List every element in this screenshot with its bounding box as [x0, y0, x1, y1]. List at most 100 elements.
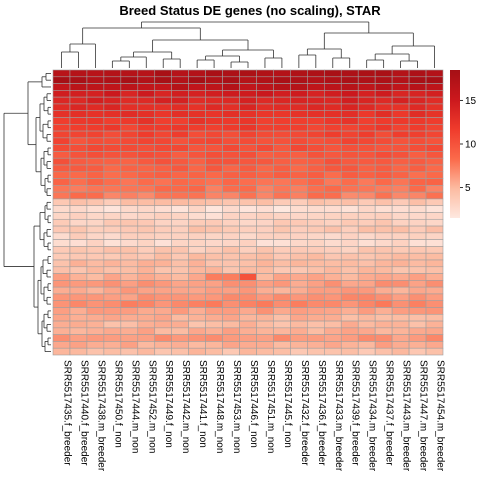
heatmap-cell: [86, 83, 105, 91]
heatmap-cell: [408, 137, 427, 145]
heatmap-cell: [408, 110, 427, 118]
heatmap-cell: [290, 69, 308, 78]
heatmap-cell: [273, 293, 291, 302]
heatmap-cell: [391, 341, 410, 349]
heatmap-cell: [256, 178, 274, 186]
heatmap-cell: [323, 218, 342, 227]
heatmap-cell: [137, 252, 156, 261]
heatmap-cell: [154, 327, 173, 335]
heatmap-cell: [222, 117, 240, 125]
heatmap-cell: [323, 117, 342, 125]
heatmap-cell: [86, 280, 105, 288]
heatmap-cell: [425, 123, 444, 132]
heatmap-cell: [323, 185, 342, 193]
heatmap-cell: [307, 90, 325, 98]
heatmap-cell: [307, 96, 325, 105]
heatmap-cell: [273, 83, 291, 91]
heatmap-cell: [374, 300, 393, 308]
heatmap-cell: [357, 137, 376, 145]
heatmap-cell: [69, 266, 88, 274]
heatmap-cell: [408, 157, 427, 166]
heatmap-cell: [103, 341, 122, 349]
heatmap-cell: [256, 239, 274, 247]
heatmap-cell: [120, 239, 139, 247]
heatmap-cell: [340, 341, 359, 349]
heatmap-cell: [307, 83, 325, 91]
heatmap-cell: [425, 300, 444, 308]
heatmap-cell: [171, 293, 189, 302]
heatmap-cell: [86, 300, 105, 308]
heatmap-cell: [52, 191, 71, 200]
heatmap-cell: [391, 307, 410, 315]
heatmap-cell: [188, 259, 206, 268]
heatmap-cell: [205, 164, 223, 173]
column-label: SRR5517440.f_breeder: [78, 360, 89, 466]
heatmap-cell: [120, 218, 139, 227]
heatmap-cell: [290, 157, 308, 166]
heatmap-cell: [154, 198, 173, 207]
heatmap-cell: [323, 266, 342, 274]
heatmap-cell: [256, 76, 274, 84]
heatmap-cell: [86, 157, 105, 166]
heatmap-cell: [374, 178, 393, 186]
heatmap-cell: [171, 280, 189, 288]
heatmap-cell: [323, 178, 342, 186]
heatmap-cell: [171, 123, 189, 132]
heatmap-cell: [171, 96, 189, 105]
heatmap-cell: [239, 307, 257, 315]
heatmap-cell: [273, 137, 291, 145]
heatmap-cell: [323, 341, 342, 349]
heatmap-cell: [69, 280, 88, 288]
heatmap-cell: [391, 232, 410, 240]
heatmap-cell: [307, 232, 325, 240]
heatmap-cell: [425, 191, 444, 200]
heatmap-cell: [86, 225, 105, 234]
heatmap-cell: [374, 137, 393, 145]
heatmap-cell: [52, 164, 71, 173]
heatmap-cell: [222, 313, 240, 322]
heatmap-cell: [222, 347, 240, 356]
heatmap-cell: [103, 110, 122, 118]
heatmap-cell: [120, 313, 139, 322]
heatmap-cell: [188, 164, 206, 173]
heatmap-cell: [391, 225, 410, 234]
heatmap-cell: [391, 347, 410, 356]
heatmap-cell: [357, 212, 376, 220]
heatmap-cell: [120, 273, 139, 281]
heatmap-cell: [256, 205, 274, 213]
heatmap-cell: [307, 198, 325, 207]
heatmap-cell: [425, 198, 444, 207]
heatmap-cell: [357, 266, 376, 274]
heatmap-cell: [222, 164, 240, 173]
heatmap-cell: [171, 347, 189, 356]
heatmap-cell: [273, 212, 291, 220]
heatmap-cell: [374, 103, 393, 112]
heatmap-cell: [205, 103, 223, 112]
heatmap-cell: [290, 273, 308, 281]
heatmap-cell: [239, 110, 257, 118]
heatmap-cell: [256, 144, 274, 152]
heatmap-cell: [391, 212, 410, 220]
heatmap-cell: [323, 252, 342, 261]
heatmap-cell: [103, 69, 122, 78]
heatmap-cell: [137, 218, 156, 227]
heatmap-cell: [120, 293, 139, 302]
heatmap-cell: [137, 313, 156, 322]
heatmap-cell: [171, 225, 189, 234]
heatmap-cell: [222, 205, 240, 213]
heatmap-cell: [120, 171, 139, 179]
heatmap-cell: [154, 144, 173, 152]
heatmap-cell: [357, 273, 376, 281]
heatmap-cell: [391, 273, 410, 281]
heatmap-cell: [357, 198, 376, 207]
heatmap-cell: [69, 164, 88, 173]
heatmap-cell: [222, 185, 240, 193]
heatmap-cell: [307, 151, 325, 159]
heatmap-cell: [340, 286, 359, 295]
heatmap-cell: [86, 341, 105, 349]
heatmap-cell: [188, 212, 206, 220]
heatmap-cell: [52, 293, 71, 302]
heatmap-cell: [357, 164, 376, 173]
heatmap-cell: [323, 103, 342, 112]
heatmap-cell: [171, 341, 189, 349]
